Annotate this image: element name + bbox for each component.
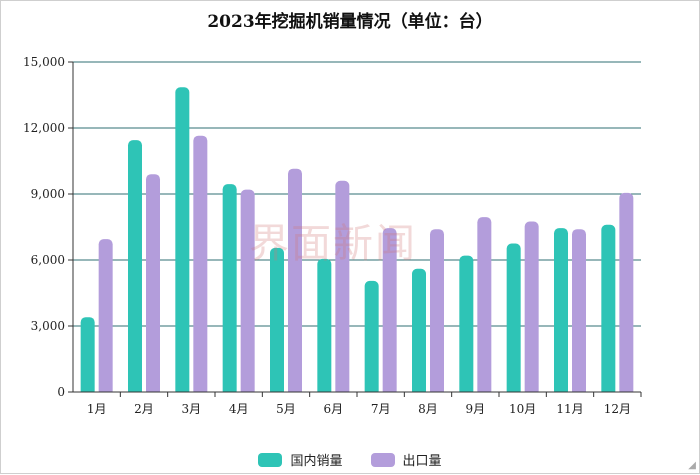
- bar-export-9[interactable]: [477, 217, 492, 396]
- legend-label-domestic: 国内销量: [290, 454, 343, 469]
- y-axis: 0 3,000 6,000 9,000 12,000 15,000: [23, 55, 74, 399]
- bar-domestic-7[interactable]: [364, 280, 379, 396]
- chart-title: 2023年挖掘机销量情况（单位：台）: [207, 12, 493, 32]
- bar-export-4[interactable]: [240, 189, 255, 396]
- x-tick-label: 9月: [466, 402, 486, 416]
- bar-export-6[interactable]: [335, 180, 350, 396]
- y-tick-label: 9,000: [31, 187, 65, 201]
- bar-domestic-9[interactable]: [459, 255, 474, 396]
- bar-domestic-4[interactable]: [222, 184, 237, 396]
- x-tick-label: 5月: [276, 402, 296, 416]
- bar-export-3[interactable]: [193, 135, 208, 396]
- x-tick-label: 8月: [418, 402, 438, 416]
- y-tick-label: 0: [57, 385, 65, 399]
- bar-domestic-12[interactable]: [601, 224, 616, 396]
- x-tick-label: 6月: [324, 402, 344, 416]
- bar-domestic-8[interactable]: [412, 268, 426, 396]
- x-tick-label: 1月: [87, 402, 107, 416]
- bar-domestic-11[interactable]: [554, 228, 568, 396]
- bar-domestic-2[interactable]: [128, 140, 142, 396]
- x-tick-label: 4月: [229, 402, 249, 416]
- bar-export-2[interactable]: [146, 174, 160, 396]
- y-tick-label: 15,000: [23, 55, 65, 69]
- bar-export-7[interactable]: [382, 228, 397, 396]
- watermark: 界面新闻: [249, 221, 417, 267]
- bar-domestic-5[interactable]: [270, 247, 284, 396]
- y-tick-label: 3,000: [31, 319, 65, 333]
- bars: [74, 87, 642, 399]
- y-tick-label: 12,000: [23, 121, 65, 135]
- legend-item-domestic[interactable]: 国内销量: [258, 450, 343, 469]
- bar-export-5[interactable]: [288, 168, 302, 396]
- gridlines: [73, 61, 641, 327]
- x-axis: 1月 2月 3月 4月 5月 6月 7月 8月 9月 10月 11月 12月: [73, 391, 642, 416]
- x-tick-label: 10月: [509, 402, 536, 416]
- resize-grip-icon: ◢: [688, 460, 696, 471]
- bar-domestic-3[interactable]: [175, 87, 190, 397]
- bar-export-8[interactable]: [430, 229, 444, 396]
- bar-domestic-10[interactable]: [506, 243, 521, 397]
- legend: 国内销量 出口量: [1, 450, 699, 469]
- bar-domestic-6[interactable]: [317, 258, 332, 396]
- bar-domestic-1[interactable]: [80, 317, 95, 396]
- bar-export-11[interactable]: [572, 229, 586, 396]
- x-tick-label: 3月: [182, 402, 202, 416]
- legend-label-export: 出口量: [402, 454, 442, 469]
- x-tick-label: 2月: [134, 402, 154, 416]
- legend-swatch-domestic: [258, 452, 283, 467]
- legend-swatch-export: [370, 452, 395, 467]
- x-tick-label: 11月: [556, 402, 583, 416]
- bar-export-1[interactable]: [98, 239, 113, 396]
- y-tick-label: 6,000: [31, 253, 65, 267]
- x-tick-label: 7月: [371, 402, 391, 416]
- legend-item-export[interactable]: 出口量: [370, 450, 442, 469]
- x-tick-label: 12月: [604, 402, 631, 416]
- bar-export-12[interactable]: [619, 192, 634, 396]
- axis-mask: [74, 392, 642, 399]
- bar-export-10[interactable]: [524, 221, 539, 397]
